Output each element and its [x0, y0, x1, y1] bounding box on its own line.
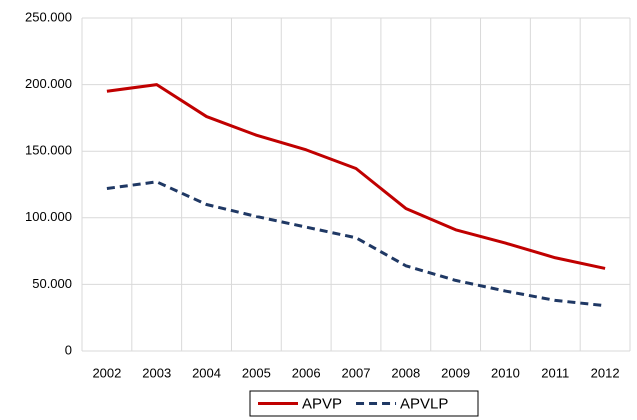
x-tick-label: 2008 [391, 365, 420, 380]
legend-label: APVP [302, 395, 342, 412]
series-line [106, 180, 606, 308]
x-tick-label: 2010 [491, 365, 520, 380]
y-tick-label: 250.000 [25, 9, 72, 24]
x-tick-label: 2002 [92, 365, 121, 380]
x-tick-label: 2005 [242, 365, 271, 380]
x-tick-label: 2003 [142, 365, 171, 380]
y-tick-label: 0 [65, 342, 72, 357]
y-tick-label: 200.000 [25, 76, 72, 91]
x-tick-label: 2007 [342, 365, 371, 380]
y-tick-label: 100.000 [25, 209, 72, 224]
y-tick-label: 50.000 [32, 276, 72, 291]
x-tick-label: 2009 [441, 365, 470, 380]
y-tick-label: 150.000 [25, 143, 72, 158]
series-line [106, 83, 606, 270]
x-tick-label: 2004 [192, 365, 221, 380]
x-tick-label: 2006 [292, 365, 321, 380]
x-tick-label: 2012 [591, 365, 620, 380]
x-tick-label: 2011 [541, 365, 569, 380]
legend-label: APVLP [400, 395, 448, 412]
